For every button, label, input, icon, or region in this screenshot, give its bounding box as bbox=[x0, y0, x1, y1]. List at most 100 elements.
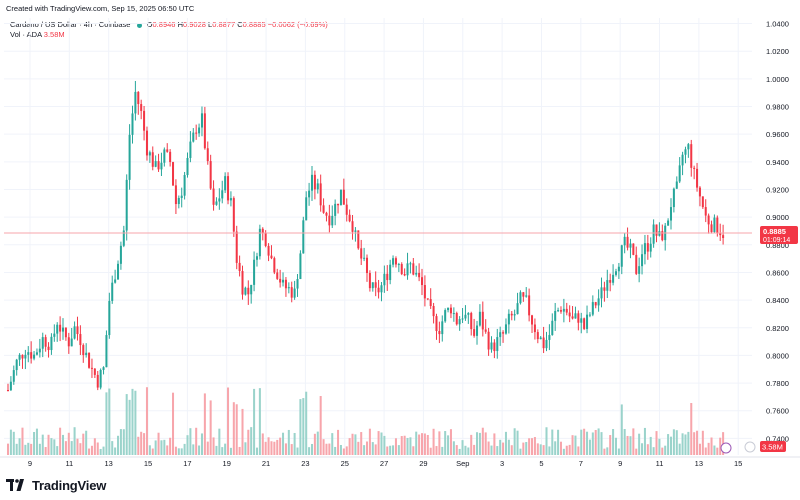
y-tick-label: 1.0000 bbox=[766, 75, 789, 84]
open-value: 0.8946 bbox=[152, 20, 176, 29]
candle-body bbox=[134, 91, 137, 114]
volume-bar bbox=[76, 438, 79, 455]
volume-bar bbox=[345, 446, 348, 455]
candle-body bbox=[117, 263, 120, 280]
candle-body bbox=[215, 201, 218, 205]
candle-body bbox=[704, 207, 707, 216]
volume-bar bbox=[279, 437, 282, 455]
volume-bar bbox=[313, 433, 316, 455]
candle-body bbox=[580, 318, 583, 323]
candle-body bbox=[594, 302, 597, 306]
candle-body bbox=[148, 152, 151, 156]
volume-bar bbox=[282, 432, 285, 455]
volume-bar bbox=[403, 435, 406, 455]
candle-body bbox=[545, 339, 548, 349]
candle-body bbox=[322, 205, 325, 213]
volume-bar bbox=[218, 428, 221, 455]
volume-bar bbox=[568, 444, 571, 455]
symbol-title[interactable]: Cardano / US Dollar · 4h · Coinbase bbox=[10, 20, 131, 29]
candle-body bbox=[345, 204, 348, 215]
candle-body bbox=[160, 162, 163, 170]
candle-body bbox=[12, 370, 15, 382]
volume-bar bbox=[603, 448, 606, 455]
candle-body bbox=[44, 337, 47, 347]
candle-body bbox=[261, 228, 264, 233]
volume-bar bbox=[331, 433, 334, 455]
volume-bar bbox=[696, 430, 699, 455]
volume-bar bbox=[195, 427, 198, 455]
volume-bar bbox=[377, 431, 380, 455]
y-tick-label: 0.9400 bbox=[766, 158, 789, 167]
candle-body bbox=[331, 215, 334, 226]
volume-bar bbox=[93, 438, 96, 455]
volume-bar bbox=[99, 448, 102, 455]
candle-body bbox=[224, 176, 227, 191]
candle-body bbox=[609, 280, 612, 283]
candle-body bbox=[397, 264, 400, 266]
volume-bar bbox=[137, 436, 140, 455]
volume-bar bbox=[507, 439, 510, 455]
candle-body bbox=[548, 335, 551, 340]
candle-body bbox=[533, 324, 536, 333]
volume-bar bbox=[426, 434, 429, 455]
volume-bar bbox=[406, 437, 409, 455]
volume-bar bbox=[258, 388, 261, 455]
volume-bar bbox=[276, 439, 279, 455]
y-tick-label: 0.9000 bbox=[766, 213, 789, 222]
candle-body bbox=[438, 331, 441, 335]
volume-label[interactable]: Vol · ADA bbox=[10, 30, 42, 39]
volume-bar bbox=[557, 429, 560, 455]
candle-body bbox=[270, 255, 273, 259]
volume-bar bbox=[30, 443, 33, 455]
volume-bar bbox=[510, 445, 513, 455]
x-tick-label: 21 bbox=[262, 459, 270, 468]
volume-bar bbox=[88, 448, 91, 455]
candle-body bbox=[562, 308, 565, 312]
candle-body bbox=[374, 282, 377, 288]
volume-bar bbox=[481, 427, 484, 455]
candle-body bbox=[473, 329, 476, 336]
candle-body bbox=[481, 311, 484, 330]
candle-body bbox=[325, 212, 328, 216]
candle-body bbox=[163, 149, 166, 163]
volume-bar bbox=[449, 429, 452, 455]
candle-body bbox=[180, 195, 183, 198]
volume-legend: Vol · ADA 3.58M bbox=[10, 30, 65, 39]
candle-body bbox=[279, 278, 282, 283]
candle-body bbox=[85, 352, 88, 356]
candle-body bbox=[652, 224, 655, 244]
volume-bar bbox=[496, 446, 499, 455]
candle-body bbox=[698, 187, 701, 197]
candle-body bbox=[429, 299, 432, 307]
volume-bar bbox=[716, 447, 719, 455]
volume-bar bbox=[470, 434, 473, 455]
candle-body bbox=[203, 113, 206, 149]
candle-body bbox=[467, 313, 470, 315]
volume-bar bbox=[392, 445, 395, 455]
volume-bar bbox=[690, 403, 693, 455]
y-tick-label: 0.8800 bbox=[766, 241, 789, 250]
volume-badge bbox=[760, 441, 786, 452]
volume-bar bbox=[545, 427, 548, 455]
candle-body bbox=[235, 231, 238, 263]
volume-bar bbox=[707, 442, 710, 455]
volume-bar bbox=[186, 435, 189, 455]
volume-bar bbox=[273, 441, 276, 455]
candle-body bbox=[232, 198, 235, 232]
volume-bar bbox=[655, 431, 658, 455]
candle-body bbox=[258, 228, 261, 257]
candle-body bbox=[531, 315, 534, 325]
volume-bar bbox=[571, 435, 574, 455]
close-label: C bbox=[237, 20, 243, 29]
volume-bar bbox=[620, 404, 623, 455]
volume-bar bbox=[432, 428, 435, 455]
change-value: −0.0062 (−0.69%) bbox=[267, 20, 328, 29]
candle-body bbox=[432, 306, 435, 317]
x-tick-label: 13 bbox=[695, 459, 703, 468]
candle-body bbox=[612, 274, 615, 283]
volume-bar bbox=[70, 441, 73, 455]
y-tick-label: 0.7400 bbox=[766, 434, 789, 443]
volume-bar bbox=[79, 443, 82, 455]
candle-body bbox=[444, 310, 447, 322]
